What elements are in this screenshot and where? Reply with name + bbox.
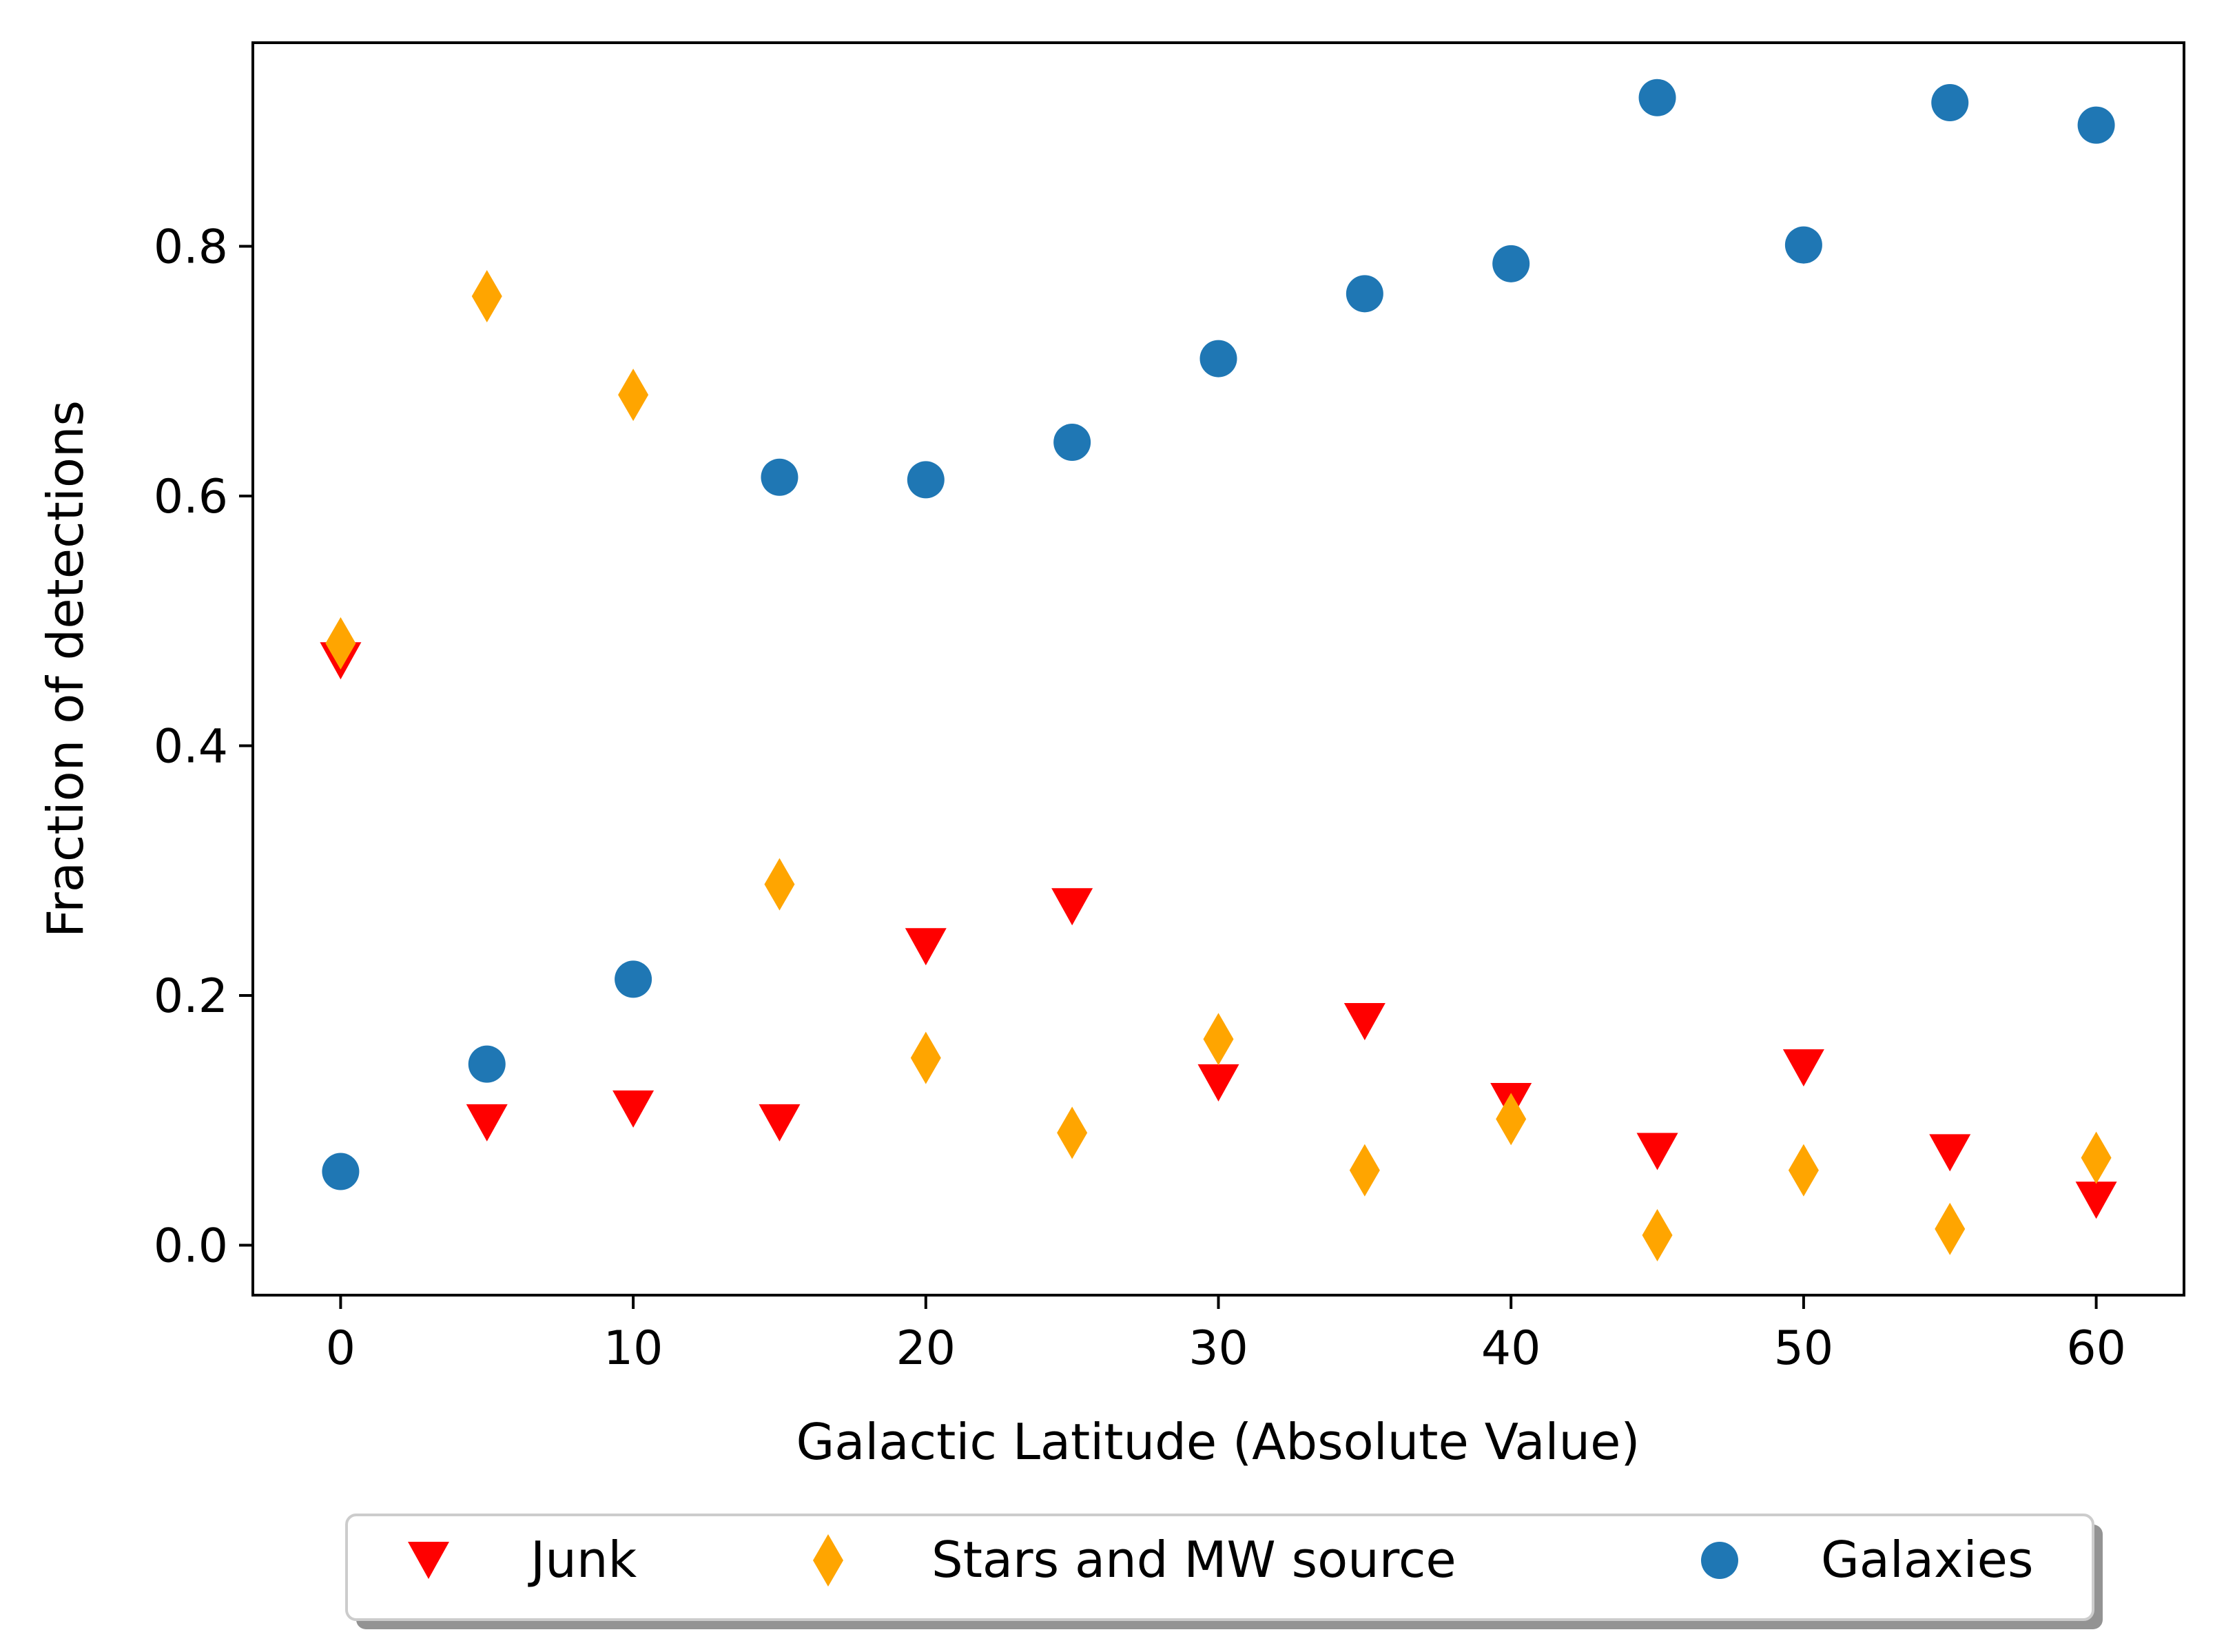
x-tick-label: 30 [1188,1321,1248,1376]
data-point [618,369,649,422]
data-point [2077,106,2115,144]
data-point [1496,1093,1527,1146]
x-tick-label: 20 [896,1321,956,1376]
data-point [468,1045,506,1083]
legend-label: Stars and MW source [931,1531,1456,1589]
data-point [910,1031,941,1084]
data-point [615,960,652,998]
data-point [1349,1144,1380,1197]
legend-marker [813,1534,843,1587]
data-point [1782,1049,1824,1087]
data-point [1199,340,1237,378]
data-point [1492,245,1530,282]
data-point [907,461,945,499]
legend-label: Junk [528,1531,637,1589]
data-point [761,458,799,496]
data-point [1642,1208,1673,1261]
data-point [1636,1133,1678,1170]
x-tick-label: 60 [2066,1321,2126,1376]
series-stars-and-mw-source [325,269,2112,1261]
data-point [1788,1144,1819,1197]
x-tick-label: 50 [1774,1321,1834,1376]
data-point [471,269,502,322]
y-tick-label: 0.2 [154,969,228,1024]
x-tick-label: 40 [1481,1321,1541,1376]
series-junk [320,642,2117,1219]
y-axis-label: Fraction of detections [37,400,94,938]
data-point [2081,1131,2112,1184]
data-point [1638,79,1676,116]
data-point [325,617,356,670]
x-axis-label: Galactic Latitude (Absolute Value) [796,1413,1640,1471]
data-point [1346,275,1383,313]
data-point [759,1104,801,1142]
data-point [1929,1134,1971,1172]
data-point [322,1153,360,1190]
data-point [1935,1202,1966,1255]
legend: Junk Stars and MW source Galaxies [345,1514,2103,1629]
data-point [905,928,947,966]
x-tick-label: 0 [326,1321,356,1376]
data-point [1784,226,1822,264]
data-point [2075,1181,2117,1219]
data-point [1343,1003,1385,1041]
legend-marker [408,1542,449,1579]
legend-marker [1701,1542,1738,1579]
y-tick-label: 0.4 [154,719,228,774]
x-tick-label: 10 [604,1321,663,1376]
data-point [1057,1106,1088,1159]
legend-label: Galaxies [1821,1531,2033,1589]
data-point [466,1104,508,1142]
y-tick-label: 0.8 [154,220,228,274]
y-tick-label: 0.0 [154,1219,228,1273]
y-tick-label: 0.6 [154,470,228,524]
data-point [1203,1013,1234,1066]
data-point [764,858,795,911]
data-point [1931,84,1969,122]
series-galaxies [322,79,2115,1190]
data-point [1051,888,1093,926]
data-point [612,1090,655,1128]
data-point [1197,1064,1239,1102]
data-point [1053,424,1091,462]
